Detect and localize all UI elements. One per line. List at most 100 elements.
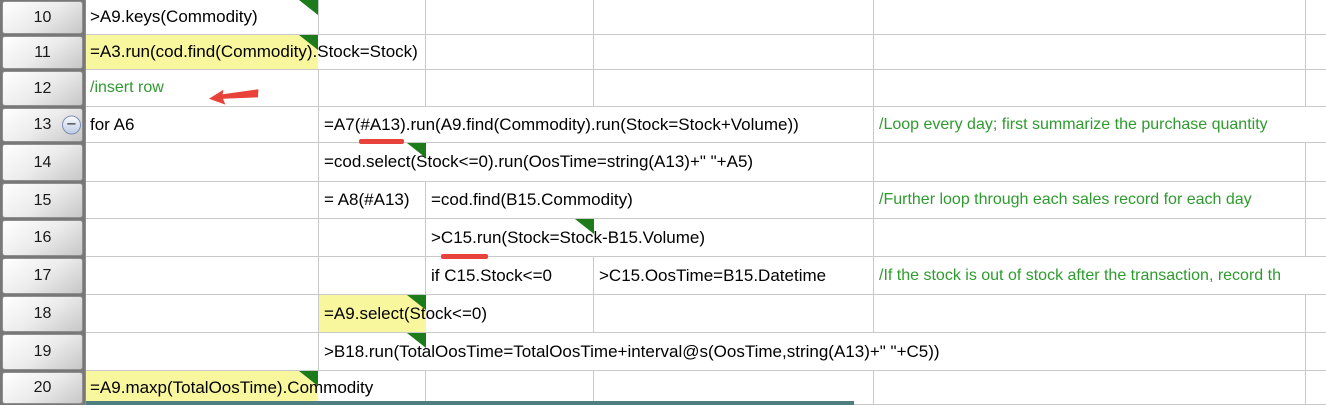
cell-A17[interactable] <box>85 257 318 294</box>
cell-A19[interactable] <box>85 333 318 370</box>
row-header-15[interactable]: 15 <box>2 183 83 218</box>
cell-E14[interactable] <box>873 143 1306 181</box>
row-13: 13 − for A6 =A7(#A13).run(A9.find(Commod… <box>0 107 1326 143</box>
cell-F10[interactable] <box>1305 0 1326 34</box>
cell-A11[interactable]: =A3.run(cod.find(Commodity).Stock=Stock) <box>85 35 418 69</box>
cell-B12[interactable] <box>318 70 426 106</box>
cell-F15[interactable] <box>1305 182 1326 218</box>
cell-D12[interactable] <box>593 70 874 106</box>
red-underline-annotation <box>441 254 488 259</box>
bottom-edge-strip <box>86 401 854 405</box>
cell-E15[interactable]: /Further loop through each sales record … <box>873 182 1306 218</box>
cell-B13[interactable]: =A7(#A13).run(A9.find(Commodity).run(Sto… <box>318 107 799 142</box>
cell-D17[interactable]: >C15.OosTime=B15.Datetime <box>593 257 874 294</box>
cell-E16[interactable] <box>873 219 1306 256</box>
row-19: 19 >B18.run(TotalOosTime=TotalOosTime+in… <box>0 333 1326 371</box>
row-header-17[interactable]: 17 <box>2 258 83 294</box>
cell-E13[interactable]: /Loop every day; first summarize the pur… <box>873 107 1306 142</box>
cell-D20[interactable] <box>593 371 874 404</box>
cell-A12-comment: /insert row <box>90 79 164 96</box>
cell-A14[interactable] <box>85 143 318 181</box>
cell-B10[interactable] <box>318 0 426 34</box>
row-11-cells: =A3.run(cod.find(Commodity).Stock=Stock) <box>85 35 1326 70</box>
cell-D15[interactable] <box>593 182 874 218</box>
cell-B15[interactable]: = A8(#A13) <box>318 182 426 218</box>
cell-E13-comment: /Loop every day; first summarize the pur… <box>879 115 1268 133</box>
cell-C11[interactable] <box>425 35 594 69</box>
row-header-18[interactable]: 18 <box>2 296 83 332</box>
collapse-row-group-button[interactable]: − <box>62 115 81 135</box>
cell-F13[interactable] <box>1305 107 1326 142</box>
row-header-14[interactable]: 14 <box>2 144 83 181</box>
cell-C10[interactable] <box>425 0 594 34</box>
cell-A18[interactable] <box>85 295 318 332</box>
row-18: 18 =A9.select(Stock<=0) <box>0 295 1326 333</box>
cell-F19[interactable] <box>1305 333 1326 370</box>
cell-F20[interactable] <box>1305 371 1326 404</box>
cell-B18-code: =A9.select(Stock<=0) <box>324 303 488 323</box>
cell-C17[interactable]: if C15.Stock<=0 <box>425 257 594 294</box>
cell-D18[interactable] <box>593 295 874 332</box>
cell-A13[interactable]: for A6 <box>85 107 318 142</box>
cell-B17[interactable] <box>318 257 426 294</box>
cell-B14[interactable]: =cod.select(Stock<=0).run(OosTime=string… <box>318 143 753 181</box>
row-header-track: 18 <box>0 295 85 333</box>
cell-A15[interactable] <box>85 182 318 218</box>
cell-F17[interactable] <box>1305 257 1326 294</box>
cell-B13-code: =A7(#A13).run(A9.find(Commodity).run(Sto… <box>324 114 799 134</box>
cell-B19[interactable]: >B18.run(TotalOosTime=TotalOosTime+inter… <box>318 333 940 370</box>
cell-A16[interactable] <box>85 219 318 256</box>
cell-E11[interactable] <box>873 35 1306 69</box>
row-header-10[interactable]: 10 <box>2 1 83 34</box>
cell-B19-code: >B18.run(TotalOosTime=TotalOosTime+inter… <box>324 341 940 361</box>
row-15: 15 = A8(#A13) =cod.find(B15.Commodity) /… <box>0 182 1326 219</box>
cell-F14[interactable] <box>1305 143 1326 181</box>
cell-D10[interactable] <box>593 0 874 34</box>
cell-B18[interactable]: =A9.select(Stock<=0) <box>318 295 487 332</box>
cell-E17[interactable]: /If the stock is out of stock after the … <box>873 257 1306 294</box>
cell-E12[interactable] <box>873 70 1306 106</box>
cell-E10[interactable] <box>873 0 1306 34</box>
cell-C15[interactable]: =cod.find(B15.Commodity) <box>425 182 633 218</box>
cell-E17-comment: /If the stock is out of stock after the … <box>879 266 1281 284</box>
cell-D17-code: >C15.OosTime=B15.Datetime <box>599 265 827 285</box>
cell-A12[interactable]: /insert row <box>85 70 318 106</box>
row-17: 17 if C15.Stock<=0 >C15.OosTime=B15.Date… <box>0 257 1326 295</box>
cell-D11[interactable] <box>593 35 874 69</box>
cell-E18[interactable] <box>873 295 1306 332</box>
row-20: 20 =A9.maxp(TotalOosTime).Commodity <box>0 371 1326 405</box>
cell-F18[interactable] <box>1305 295 1326 332</box>
row-header-track: 20 <box>0 371 85 405</box>
row-15-cells: = A8(#A13) =cod.find(B15.Commodity) /Fur… <box>85 182 1326 219</box>
row-20-cells: =A9.maxp(TotalOosTime).Commodity <box>85 371 1326 405</box>
cell-B16[interactable] <box>318 219 426 256</box>
cell-E20[interactable] <box>873 371 1306 404</box>
header-divider <box>85 0 86 405</box>
row-17-cells: if C15.Stock<=0 >C15.OosTime=B15.Datetim… <box>85 257 1326 295</box>
row-11: 11 =A3.run(cod.find(Commodity).Stock=Sto… <box>0 35 1326 70</box>
cell-C16[interactable]: >C15.run(Stock=Stock-B15.Volume) <box>425 219 705 256</box>
cell-C12[interactable] <box>425 70 594 106</box>
cell-A20[interactable]: =A9.maxp(TotalOosTime).Commodity <box>85 371 373 404</box>
row-14: 14 =cod.select(Stock<=0).run(OosTime=str… <box>0 143 1326 182</box>
cell-F16[interactable] <box>1305 219 1326 256</box>
row-header-20[interactable]: 20 <box>2 372 83 404</box>
cell-F12[interactable] <box>1305 70 1326 106</box>
row-header-19[interactable]: 19 <box>2 334 83 370</box>
cell-C16-code: >C15.run(Stock=Stock-B15.Volume) <box>431 227 706 247</box>
row-header-12[interactable]: 12 <box>2 71 83 106</box>
row-header-track: 19 <box>0 333 85 371</box>
row-header-11[interactable]: 11 <box>2 36 83 69</box>
cell-A10[interactable]: >A9.keys(Commodity) <box>85 0 318 34</box>
comment-indicator-icon <box>299 0 318 15</box>
row-16: 16 >C15.run(Stock=Stock-B15.Volume) <box>0 219 1326 257</box>
cell-F11[interactable] <box>1305 35 1326 69</box>
red-arrow-annotation <box>207 85 260 112</box>
row-header-16[interactable]: 16 <box>2 220 83 256</box>
comment-indicator-icon <box>407 333 426 348</box>
comment-indicator-icon <box>299 35 318 50</box>
cell-E15-comment: /Further loop through each sales record … <box>879 191 1252 208</box>
row-header-track: 16 <box>0 219 85 257</box>
cell-C20[interactable] <box>425 371 594 404</box>
